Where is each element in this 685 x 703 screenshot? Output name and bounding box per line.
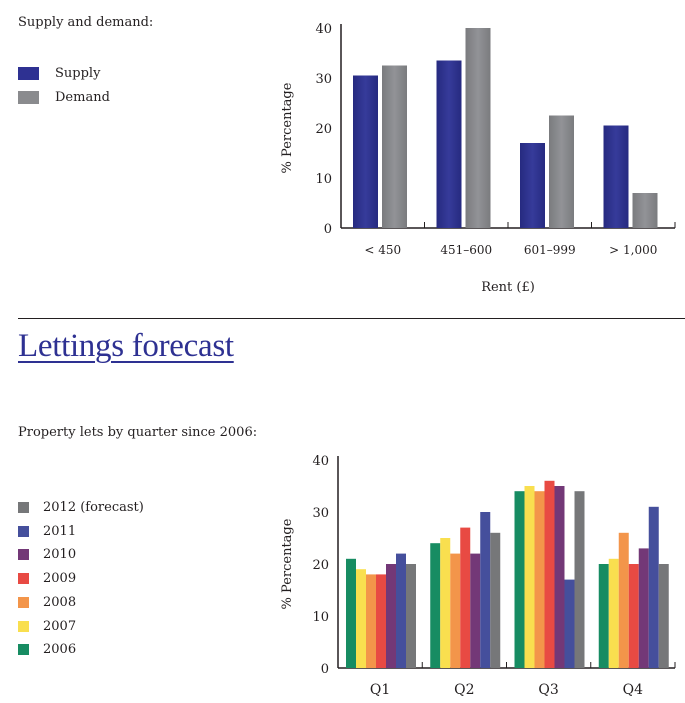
y-tick-label: 30 (315, 72, 332, 87)
legend-item-2009: 2009 (18, 571, 76, 586)
x-tick-label: Q3 (538, 682, 558, 698)
bar-2009-q4 (628, 564, 639, 668)
legend-item-2008: 2008 (18, 595, 76, 610)
bar-2007-q3 (524, 486, 535, 668)
bar-2009-q3 (544, 480, 555, 668)
chart1-title: Supply and demand: (18, 15, 154, 30)
legend-item-2007: 2007 (18, 619, 76, 634)
legend-swatch (18, 67, 39, 80)
legend-swatch (18, 91, 39, 104)
bar-2012-forecast--q3 (574, 491, 585, 668)
legend-swatch (18, 644, 29, 656)
bar-supply-451600 (436, 60, 462, 228)
legend-label: 2006 (43, 642, 77, 658)
bar-2007-q1 (356, 569, 366, 668)
bar-demand-1000 (632, 193, 658, 228)
legend-label: Demand (55, 90, 110, 105)
y-axis-label: % Percentage (280, 518, 295, 609)
x-tick-label: 451–600 (440, 243, 492, 257)
y-tick-label: 30 (312, 506, 329, 521)
legend-swatch (18, 502, 29, 513)
bar-2011-q3 (564, 579, 575, 668)
bar-2007-q4 (608, 558, 619, 668)
bar-demand-450 (382, 65, 407, 228)
bar-2012-forecast--q4 (658, 564, 669, 668)
bar-supply-450 (353, 75, 378, 228)
bar-demand-451600 (465, 28, 491, 228)
y-tick-label: 10 (315, 172, 332, 187)
chart2-title: Property lets by quarter since 2006: (18, 425, 258, 440)
bar-2008-q4 (618, 532, 629, 668)
y-tick-label: 0 (324, 222, 332, 237)
legend-item-demand: Demand (18, 90, 110, 105)
section-heading[interactable]: Lettings forecast (18, 328, 234, 364)
y-axis-label: % Percentage (280, 82, 295, 173)
bar-2006-q1 (346, 558, 356, 668)
x-tick-label: > 1,000 (609, 243, 657, 257)
legend-label: 2010 (43, 547, 77, 563)
x-tick-label: 601–999 (524, 243, 576, 257)
bar-2008-q1 (366, 574, 376, 668)
bar-2008-q2 (450, 553, 461, 668)
y-tick-label: 0 (321, 662, 329, 677)
y-tick-label: 20 (315, 122, 332, 137)
legend-item-2010: 2010 (18, 547, 76, 562)
y-tick-label: 40 (312, 454, 329, 469)
bar-2006-q4 (598, 564, 609, 668)
legend-swatch (18, 573, 29, 585)
bar-supply-601999 (520, 143, 545, 228)
x-tick-label: Q4 (623, 682, 643, 698)
bar-demand-601999 (549, 115, 574, 228)
bar-2012-forecast--q2 (490, 532, 501, 668)
bar-2010-q2 (470, 553, 481, 668)
bar-2010-q3 (554, 486, 565, 668)
bar-2010-q1 (386, 564, 396, 668)
x-tick-label: Q1 (370, 682, 390, 698)
bar-2011-q2 (480, 512, 491, 668)
bar-2011-q4 (648, 506, 659, 668)
legend-swatch (18, 525, 29, 537)
legend-label: 2007 (43, 618, 77, 634)
bar-2012-forecast--q1 (406, 564, 416, 668)
x-axis-label: Rent (£) (481, 280, 535, 295)
legend-swatch (18, 549, 29, 561)
legend-label: 2008 (43, 594, 77, 610)
bar-2009-q1 (376, 574, 386, 668)
legend-swatch (18, 596, 29, 608)
bar-2006-q3 (514, 491, 525, 668)
x-tick-label: < 450 (364, 243, 401, 257)
legend-label: Supply (55, 66, 101, 81)
y-tick-label: 40 (315, 22, 332, 37)
bar-2009-q2 (460, 527, 471, 668)
section-divider (18, 318, 685, 319)
legend-label: 2011 (43, 523, 77, 539)
bar-2010-q4 (638, 548, 649, 668)
legend-swatch (18, 620, 29, 632)
x-tick-label: Q2 (454, 682, 474, 698)
legend-item-2011: 2011 (18, 524, 76, 539)
bar-2007-q2 (440, 538, 451, 668)
bar-supply-1000 (603, 125, 629, 228)
y-tick-label: 10 (312, 610, 329, 625)
bar-2011-q1 (396, 553, 406, 668)
bar-2008-q3 (534, 491, 545, 668)
legend-item-2012-forecast-: 2012 (forecast) (18, 500, 144, 515)
legend-item-2006: 2006 (18, 642, 76, 657)
bar-2006-q2 (430, 543, 441, 668)
legend-label: 2012 (forecast) (43, 500, 144, 515)
legend-label: 2009 (43, 571, 77, 587)
legend-item-supply: Supply (18, 66, 100, 81)
y-tick-label: 20 (312, 558, 329, 573)
